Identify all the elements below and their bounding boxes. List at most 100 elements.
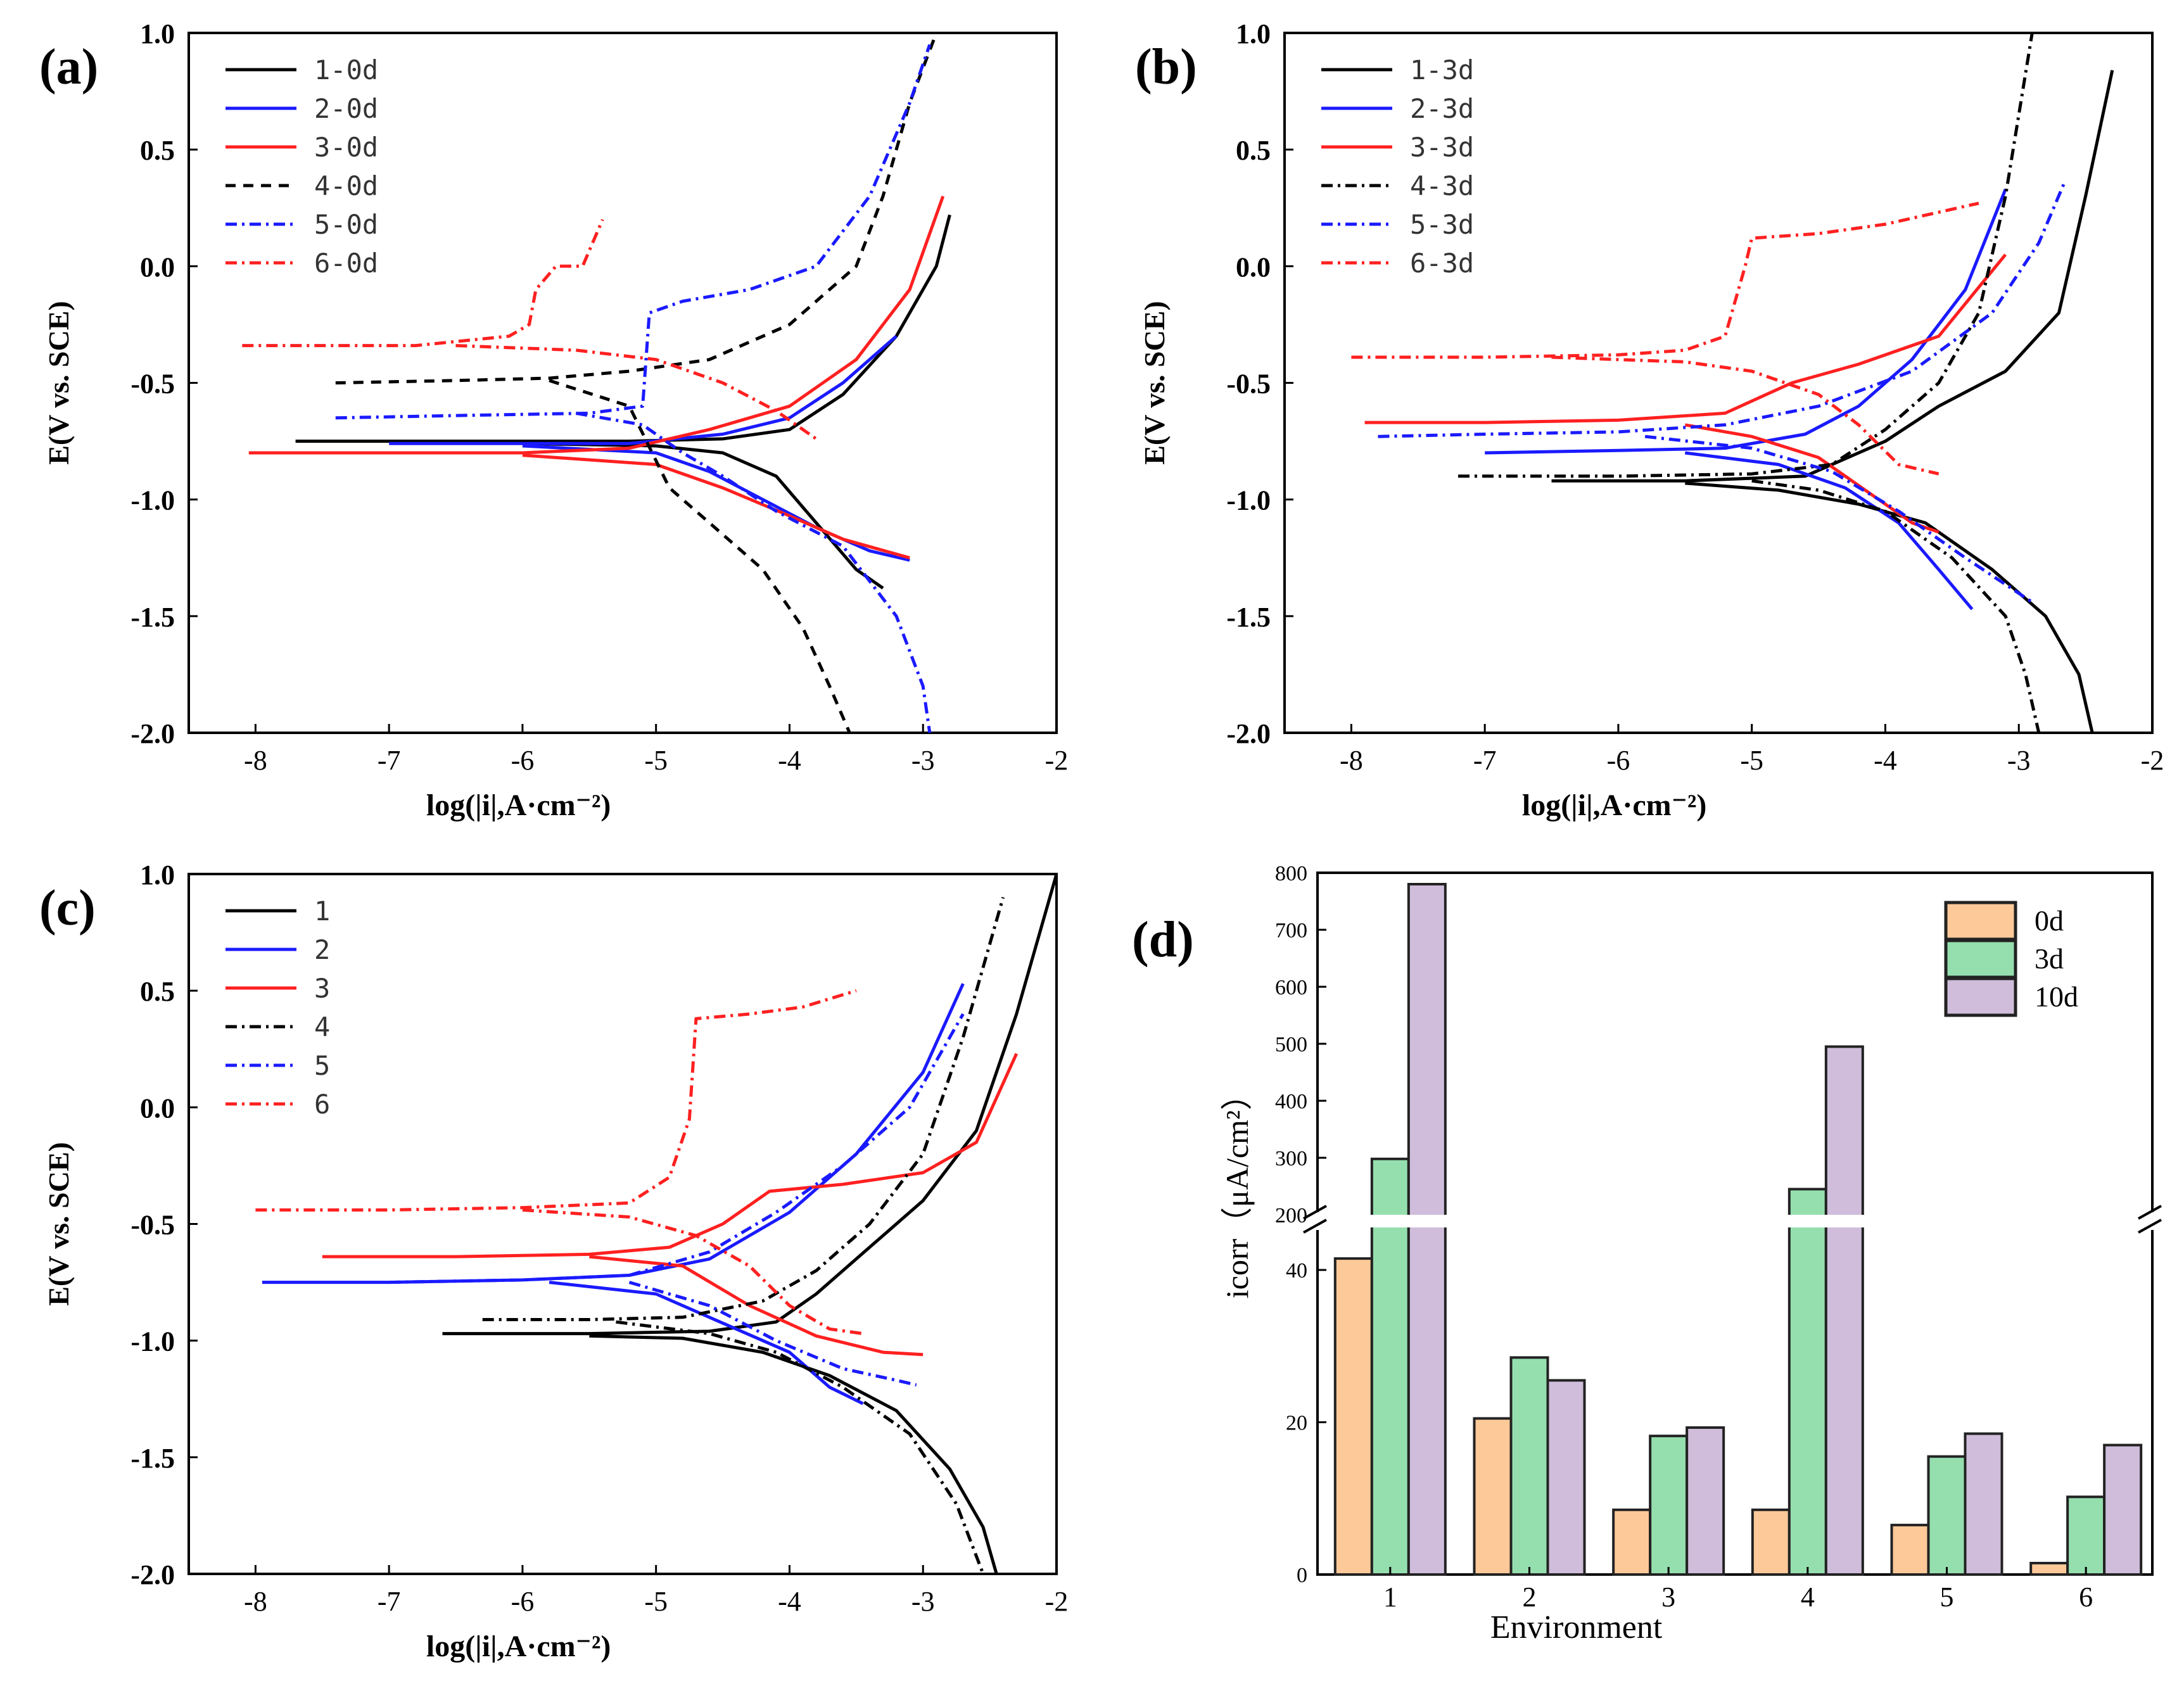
x-tick-label: 5 xyxy=(1940,1581,1954,1613)
bar-0d-env-3 xyxy=(1612,1508,1652,1576)
bar-3d-env-2 xyxy=(1509,1356,1549,1576)
series-line-1-cathodic xyxy=(589,1334,998,1574)
x-tick-label: -2 xyxy=(1045,745,1069,776)
y-tick-label: 400 xyxy=(1275,1090,1307,1113)
panel-a: -8 -7 -6 -5 -4 -3 -2 1.0 0.5 0.0 -0.5 -1.0 -1.5 -2.0 l… xyxy=(39,18,1068,822)
y-tick-label: 40 xyxy=(1286,1259,1307,1283)
x-tick-label: -5 xyxy=(644,745,668,776)
y-tick-label: 1.0 xyxy=(1236,18,1271,49)
series-line-6-0d-anodic xyxy=(242,219,604,348)
series-line-6-anodic xyxy=(255,989,857,1212)
legend-label: 6-0d xyxy=(314,248,378,279)
series-line-5-cathodic xyxy=(628,1281,917,1387)
legend-label: 0d xyxy=(2035,904,2064,937)
legend-label: 4-3d xyxy=(1410,170,1474,201)
y-tick-label: -0.5 xyxy=(130,369,175,400)
series-line-1-3d-anodic xyxy=(1551,70,2114,483)
legend-label: 3d xyxy=(2035,942,2064,975)
series-line-3-3d-anodic xyxy=(1364,253,2007,424)
panel-label: (b) xyxy=(1135,39,1197,95)
x-tick-label: -3 xyxy=(911,1586,935,1617)
y-tick-label: 1.0 xyxy=(140,859,175,891)
y-tick-label: 500 xyxy=(1275,1033,1307,1056)
legend-label: 5 xyxy=(314,1050,330,1081)
x-axis-label: Environment xyxy=(1490,1609,1663,1645)
series-line-1-0d-cathodic xyxy=(522,441,884,590)
y-tick-label: -1.5 xyxy=(1226,602,1271,633)
legend-label: 1-0d xyxy=(314,54,378,86)
legend-label: 5-3d xyxy=(1410,209,1474,240)
y-tick-label: 800 xyxy=(1275,862,1307,885)
y-tick-label: 200 xyxy=(1275,1204,1307,1227)
legend-label: 6 xyxy=(314,1089,330,1120)
bar-0d-env-2 xyxy=(1473,1417,1513,1576)
series-line-2-anodic xyxy=(262,983,965,1284)
axis-break-mark xyxy=(1303,1219,1327,1234)
x-tick-label: -8 xyxy=(244,1586,267,1617)
panel-label: (a) xyxy=(39,39,98,95)
series-line-3-0d-cathodic xyxy=(522,453,910,560)
y-tick-label: 0 xyxy=(1297,1564,1307,1587)
y-tick-label: -1.5 xyxy=(130,602,175,633)
x-tick-label: -4 xyxy=(778,1586,801,1617)
legend-label: 10d xyxy=(2035,980,2078,1013)
x-tick-label: -3 xyxy=(911,745,935,776)
series-line-5-3d-anodic xyxy=(1378,179,2067,438)
series-line-4-3d-cathodic xyxy=(1751,479,2041,733)
x-axis-label: log(|i|,A·cm⁻²) xyxy=(1522,789,1706,822)
x-tick-label: 1 xyxy=(1383,1581,1397,1613)
legend-label: 1 xyxy=(314,896,330,927)
x-tick-label: -2 xyxy=(1045,1586,1069,1617)
series-line-1-3d-cathodic xyxy=(1685,481,2094,733)
legend-label: 2-0d xyxy=(314,93,378,124)
series-line-3-anodic xyxy=(322,1053,1019,1258)
axis-break-mark xyxy=(2138,1219,2162,1234)
bar-10d-env-4 xyxy=(1824,1045,1864,1576)
series-line-5-anodic xyxy=(389,1013,965,1284)
series-line-5-3d-cathodic xyxy=(1644,434,2033,604)
series-line-6-3d-anodic xyxy=(1351,201,1979,359)
bar-3d-env-3 xyxy=(1649,1435,1689,1576)
x-tick-label: -2 xyxy=(2141,745,2164,776)
series-line-5-0d-cathodic xyxy=(575,411,932,733)
panel-c: -8 -7 -6 -5 -4 -3 -2 1.0 0.5 0.0 -0.5 -1.0 -1.5 -2.0 l… xyxy=(39,859,1068,1663)
series-line-6-3d-cathodic xyxy=(1551,355,1940,476)
x-tick-label: -6 xyxy=(511,1586,535,1617)
bar-10d-env-2 xyxy=(1546,1379,1586,1576)
y-tick-label: 0.0 xyxy=(140,1093,175,1124)
x-tick-label: -4 xyxy=(1874,745,1897,776)
y-tick-label: -2.0 xyxy=(130,1559,175,1590)
series-line-6-cathodic xyxy=(522,1208,863,1336)
x-tick-label: 3 xyxy=(1661,1581,1675,1613)
x-tick-label: -5 xyxy=(1740,745,1763,776)
series-line-2-3d-cathodic xyxy=(1684,451,1974,611)
y-axis-label: E(V vs. SCE) xyxy=(42,1142,75,1306)
series-line-2-cathodic xyxy=(549,1281,864,1405)
y-axis-label: E(V vs. SCE) xyxy=(42,301,75,465)
series-line-3-cathodic xyxy=(589,1255,924,1357)
legend-label: 3-3d xyxy=(1410,132,1474,163)
y-tick-label: -1.0 xyxy=(130,1326,175,1357)
x-tick-label: -3 xyxy=(2007,745,2031,776)
x-tick-label: -7 xyxy=(1473,745,1497,776)
series-line-4-0d-anodic xyxy=(335,33,938,384)
series-line-1-anodic xyxy=(442,874,1057,1336)
bar-0d-env-5 xyxy=(1890,1523,1930,1576)
legend-label: 6-3d xyxy=(1410,248,1474,279)
legend-label: 1-3d xyxy=(1410,54,1474,86)
y-axis-label: icorr（μA/cm²） xyxy=(1219,1079,1255,1298)
bar-0d-env-6 xyxy=(2029,1561,2069,1576)
legend-label: 2 xyxy=(314,934,330,965)
series-line-2-0d-cathodic xyxy=(522,444,910,562)
y-tick-label: -2.0 xyxy=(130,718,175,749)
axis-break-mark xyxy=(1303,1205,1327,1220)
x-tick-label: -7 xyxy=(378,1586,401,1617)
legend-swatch xyxy=(1944,977,2017,1017)
x-tick-label: -7 xyxy=(378,745,401,776)
y-tick-label: 700 xyxy=(1275,919,1307,942)
axis-break-mark xyxy=(2138,1205,2162,1220)
x-tick-label: -6 xyxy=(1607,745,1630,776)
y-tick-label: 0.5 xyxy=(140,976,175,1007)
y-tick-label: -1.0 xyxy=(1226,485,1271,516)
x-tick-label: 6 xyxy=(2079,1581,2093,1613)
